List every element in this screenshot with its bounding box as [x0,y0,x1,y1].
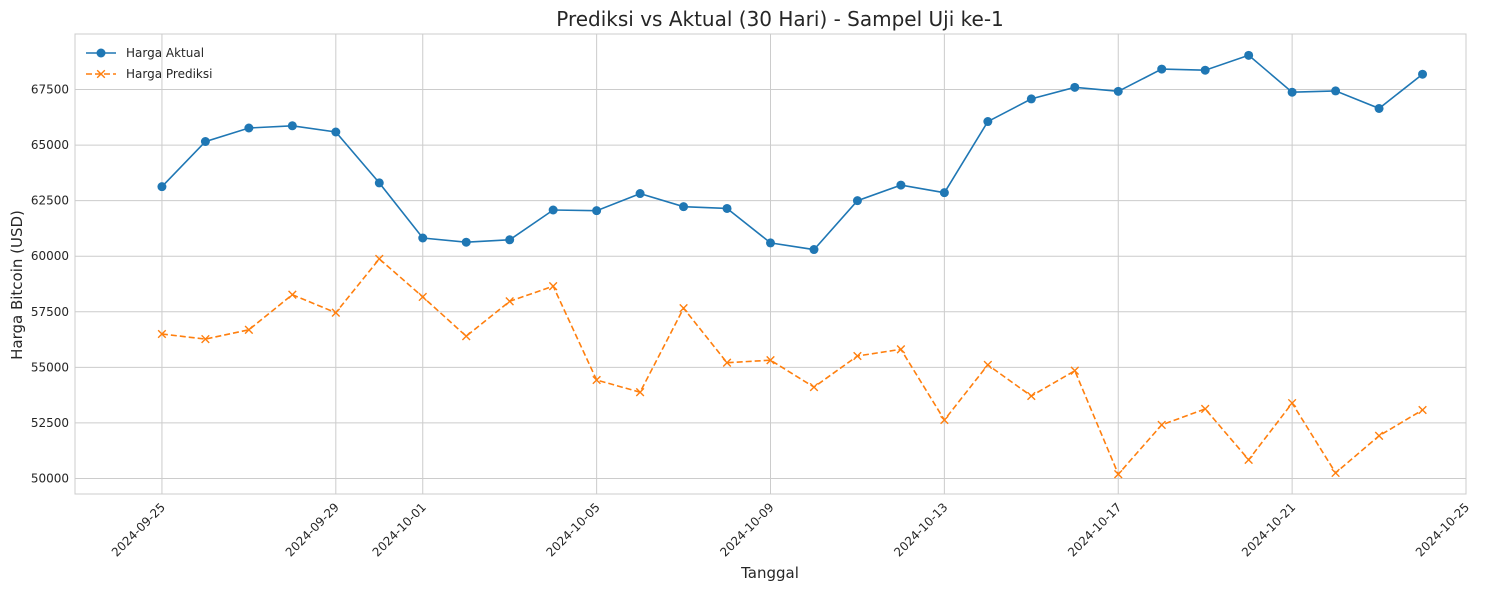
data-point [461,331,471,341]
data-point [157,182,167,192]
data-point [201,334,210,344]
data-point [1418,405,1427,415]
x-tick-label: 2024-10-09 [717,500,776,559]
x-tick-label: 2024-09-25 [109,500,168,559]
data-point [852,196,862,206]
data-point [505,235,515,245]
data-point [505,297,514,306]
legend-item-harga-prediksi: Harga Prediksi [86,67,212,81]
data-point [548,205,558,215]
y-axis-ticks: 50000 52500 55000 57500 60000 62500 65000 67500 [31,83,69,486]
data-point [374,178,384,188]
y-tick-label: 52500 [31,416,69,430]
data-point [1374,103,1384,113]
data-point [1287,87,1297,97]
data-point [809,382,819,392]
data-point [374,254,384,264]
data-point [940,415,949,425]
x-axis-ticks: 2024-09-25 2024-09-29 2024-10-01 2024-10-05… [109,500,1472,559]
data-point [722,358,732,367]
plot-area [74,33,1467,495]
legend-item-harga-aktual: Harga Aktual [86,46,204,60]
data-point [983,117,993,127]
data-point [939,188,949,198]
y-tick-label: 62500 [31,194,69,208]
y-tick-label: 55000 [31,360,69,374]
data-point [1244,455,1253,465]
data-point [548,281,558,291]
data-point [331,127,341,137]
x-tick-label: 2024-10-25 [1413,500,1472,559]
data-point [635,189,645,199]
data-point [287,121,297,131]
data-point [418,292,428,302]
data-point [592,375,601,385]
y-tick-label: 50000 [31,471,69,485]
data-point [896,345,906,354]
y-tick-label: 67500 [31,83,69,97]
data-point [635,387,645,397]
data-point [200,137,210,147]
x-tick-label: 2024-09-29 [283,500,342,559]
data-point [896,180,906,190]
data-point [1027,391,1036,401]
x-axis-title: Tanggal [740,564,799,582]
data-point [592,206,602,216]
y-tick-label: 65000 [31,138,69,152]
data-point [679,202,689,212]
data-point [288,290,297,299]
y-axis-title: Harga Bitcoin (USD) [8,210,26,360]
data-point [244,123,254,133]
x-tick-label: 2024-10-17 [1065,500,1124,559]
data-point [1070,366,1080,375]
legend-label: Harga Aktual [126,46,204,60]
data-point [418,233,428,243]
series-group [157,50,1428,479]
data-point [1113,86,1123,96]
legend-marker [96,69,106,79]
x-tick-label: 2024-10-13 [891,500,950,559]
data-point [1244,50,1254,60]
series-harga-prediksi [157,254,1427,479]
data-point [1331,468,1340,478]
series-harga-aktual [157,50,1428,255]
data-point [1157,64,1167,74]
legend: Harga Aktual Harga Prediksi [86,46,212,81]
data-point [983,360,993,370]
data-point [461,237,471,247]
data-point [679,303,688,313]
x-tick-label: 2024-10-05 [544,500,603,559]
y-tick-label: 60000 [31,249,69,263]
data-point [853,351,862,361]
data-point [1070,82,1080,92]
y-tick-label: 57500 [31,305,69,319]
legend-marker [96,48,106,58]
chart-title: Prediksi vs Aktual (30 Hari) - Sampel Uj… [556,7,1004,31]
data-point [1113,469,1123,479]
data-point [244,325,254,335]
data-point [1157,420,1167,430]
data-point [722,203,732,213]
x-tick-label: 2024-10-21 [1239,500,1298,559]
series-line-harga-prediksi [161,257,1423,476]
data-point [331,308,341,317]
legend-label: Harga Prediksi [126,67,212,81]
data-point [1200,65,1210,75]
x-grid [161,34,1467,494]
x-tick-label: 2024-10-01 [370,500,429,559]
data-point [1287,398,1297,408]
data-point [1374,431,1384,441]
data-point [766,238,775,248]
data-point [157,329,167,339]
series-line-harga-aktual [161,54,1423,251]
data-point [1200,404,1210,414]
data-point [1331,86,1341,96]
data-point [766,355,775,365]
data-point [1026,94,1036,104]
data-point [809,245,819,255]
data-point [1418,69,1428,79]
